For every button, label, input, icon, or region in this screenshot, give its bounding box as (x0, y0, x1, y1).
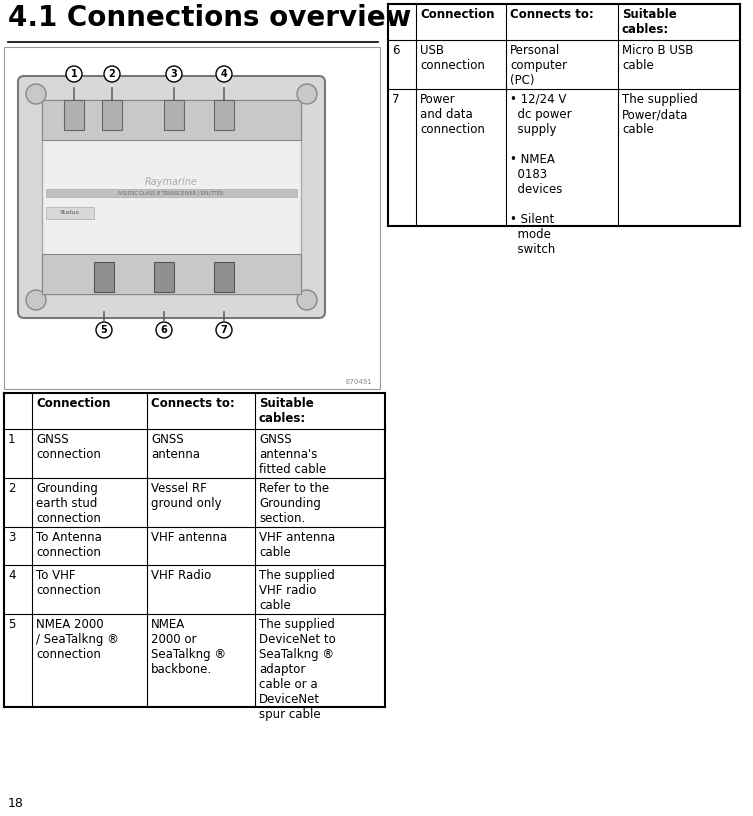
Text: 1: 1 (71, 69, 78, 79)
Text: VHF antenna: VHF antenna (151, 531, 227, 544)
Text: VHF Radio: VHF Radio (151, 569, 212, 582)
Circle shape (166, 66, 182, 82)
Text: 5: 5 (8, 618, 15, 631)
Bar (102, 100, 122, 130)
Circle shape (297, 290, 317, 310)
Circle shape (297, 84, 317, 104)
Circle shape (26, 84, 46, 104)
Circle shape (156, 322, 172, 338)
Circle shape (96, 322, 112, 338)
Text: E70491: E70491 (345, 379, 372, 385)
Text: Status: Status (60, 211, 80, 215)
Bar (46, 189, 297, 197)
Text: 3: 3 (171, 69, 178, 79)
Text: AIS/DSC CLASS B TRANSCEIVER / SPLITTER: AIS/DSC CLASS B TRANSCEIVER / SPLITTER (118, 190, 224, 196)
Text: 2: 2 (8, 482, 16, 495)
Circle shape (66, 66, 82, 82)
Text: 18: 18 (8, 797, 24, 810)
Text: The supplied
VHF radio
cable: The supplied VHF radio cable (259, 569, 335, 612)
Circle shape (26, 290, 46, 310)
Text: The supplied
DeviceNet to
SeaTalkng ®
adaptor
cable or a
DeviceNet
spur cable: The supplied DeviceNet to SeaTalkng ® ad… (259, 618, 336, 721)
Bar (42, 254, 301, 294)
Text: Personal
computer
(PC): Personal computer (PC) (510, 44, 567, 87)
Text: 3: 3 (8, 531, 15, 544)
Text: To Antenna
connection: To Antenna connection (36, 531, 102, 559)
Text: Connects to:: Connects to: (510, 8, 594, 21)
Text: • 12/24 V
  dc power
  supply

• NMEA
  0183
  devices

• Silent
  mode
  switch: • 12/24 V dc power supply • NMEA 0183 de… (510, 93, 572, 256)
Bar (214, 100, 234, 130)
Text: Connection: Connection (420, 8, 495, 21)
Text: 4.1 Connections overview: 4.1 Connections overview (8, 4, 411, 32)
Bar (46, 207, 94, 219)
Text: 4: 4 (221, 69, 227, 79)
Text: Connection: Connection (36, 397, 111, 410)
Text: 5: 5 (101, 325, 108, 335)
Text: Micro B USB
cable: Micro B USB cable (622, 44, 694, 72)
Bar (42, 100, 301, 140)
Text: USB
connection: USB connection (420, 44, 485, 72)
Text: 7: 7 (392, 93, 400, 106)
Circle shape (216, 66, 232, 82)
Bar (64, 100, 84, 130)
FancyBboxPatch shape (18, 76, 325, 318)
Bar (42, 100, 301, 294)
Text: Suitable
cables:: Suitable cables: (622, 8, 677, 36)
Text: Connects to:: Connects to: (151, 397, 235, 410)
Text: Refer to the
Grounding
section.: Refer to the Grounding section. (259, 482, 329, 525)
Text: GNSS
antenna's
fitted cable: GNSS antenna's fitted cable (259, 433, 326, 476)
Text: 7: 7 (221, 325, 227, 335)
Text: Suitable
cables:: Suitable cables: (259, 397, 314, 425)
Text: NMEA
2000 or
SeaTalkng ®
backbone.: NMEA 2000 or SeaTalkng ® backbone. (151, 618, 226, 676)
Bar (214, 262, 234, 292)
Text: GNSS
connection: GNSS connection (36, 433, 101, 461)
Text: 2: 2 (108, 69, 115, 79)
Circle shape (216, 322, 232, 338)
Text: 6: 6 (392, 44, 400, 57)
Bar (154, 262, 174, 292)
Text: Grounding
earth stud
connection: Grounding earth stud connection (36, 482, 101, 525)
Text: 1: 1 (8, 433, 16, 446)
Bar (4, 47, 380, 389)
Text: GNSS
antenna: GNSS antenna (151, 433, 200, 461)
Text: Raymarine: Raymarine (145, 177, 197, 187)
Text: The supplied
Power/data
cable: The supplied Power/data cable (622, 93, 698, 136)
Text: 6: 6 (160, 325, 167, 335)
Text: NMEA 2000
/ SeaTalkng ®
connection: NMEA 2000 / SeaTalkng ® connection (36, 618, 119, 661)
Text: Vessel RF
ground only: Vessel RF ground only (151, 482, 221, 510)
Bar (94, 262, 114, 292)
Text: To VHF
connection: To VHF connection (36, 569, 101, 597)
Circle shape (104, 66, 120, 82)
Bar (164, 100, 184, 130)
Text: VHF antenna
cable: VHF antenna cable (259, 531, 335, 559)
Text: Power
and data
connection: Power and data connection (420, 93, 485, 136)
Text: 4: 4 (8, 569, 16, 582)
